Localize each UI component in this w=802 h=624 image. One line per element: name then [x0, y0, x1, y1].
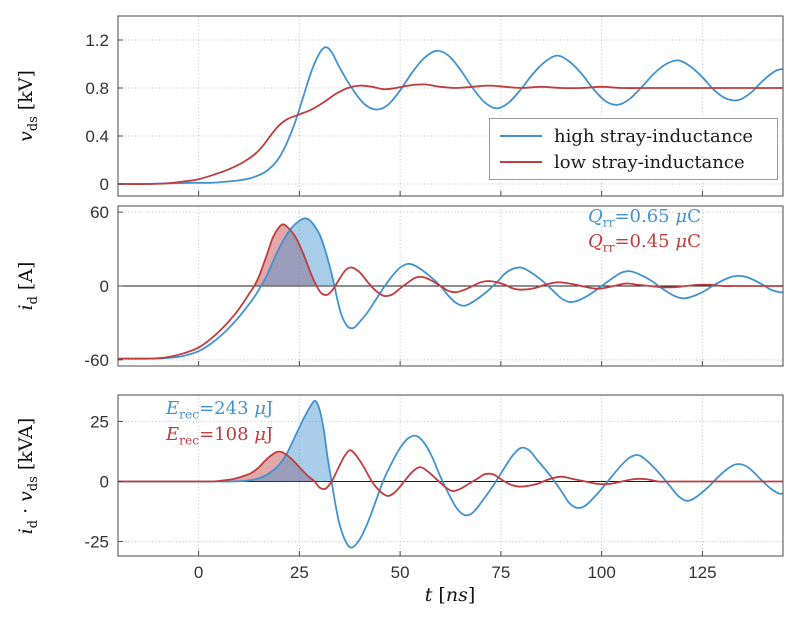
- y-tick-label: -60: [84, 351, 109, 370]
- label-part: rr: [602, 240, 615, 255]
- series-low-stray-inductance: [118, 83, 783, 185]
- label-part: ns: [445, 584, 468, 606]
- label-part: v: [15, 491, 38, 502]
- axes-box: [117, 394, 784, 557]
- label-part: μ: [675, 231, 688, 252]
- label-part: J: [265, 398, 274, 419]
- x-tick-label: 25: [290, 563, 309, 582]
- label-part: μ: [675, 206, 688, 227]
- legend: high stray-inductance low stray-inductan…: [489, 118, 778, 180]
- legend-item-high-stray-inductance: high stray-inductance: [500, 126, 767, 147]
- label-part: =243: [199, 398, 255, 419]
- x-tick-label: 50: [391, 563, 410, 582]
- legend-line-blue-icon: [500, 135, 542, 137]
- x-axis-label: t [ns]: [425, 584, 476, 606]
- series-high-stray-inductance: [118, 46, 783, 185]
- label-part: rec: [179, 407, 200, 422]
- y-axis-label-power: id · vds [kVA]: [15, 418, 41, 535]
- series-id-low-stray-inductance: [118, 223, 783, 360]
- y-tick-label: 0: [100, 277, 109, 296]
- x-tick-label: 100: [587, 563, 615, 582]
- label-part: v: [15, 131, 38, 142]
- series-power-low-stray-inductance: [118, 449, 783, 497]
- label-part: t: [424, 584, 433, 606]
- label-part: ]: [467, 584, 476, 606]
- label-part: J: [265, 424, 274, 445]
- legend-line-red-icon: [500, 161, 542, 163]
- label-part: Q: [588, 206, 603, 227]
- annotation-qrr-low: Qrr=0.45 μC: [588, 231, 701, 255]
- legend-label: low stray-inductance: [554, 151, 745, 173]
- label-part: i: [15, 304, 38, 311]
- legend-item-low-stray-inductance: low stray-inductance: [500, 152, 767, 173]
- y-tick-label: 0.8: [85, 79, 109, 98]
- label-part: rr: [602, 215, 615, 230]
- axes-box: [117, 15, 784, 197]
- label-part: μ: [254, 424, 266, 445]
- label-part: =0.65: [614, 206, 676, 227]
- label-part: d: [25, 519, 41, 529]
- shaded-area-blue: [238, 400, 332, 482]
- y-axis-label-id: id [A]: [15, 262, 41, 311]
- label-part: i: [15, 528, 38, 535]
- shaded-area-blue: [261, 218, 335, 286]
- annotation-erec-low: Erec=108 μJ: [166, 424, 273, 448]
- label-part: =0.45: [614, 231, 676, 252]
- label-part: =108: [199, 424, 255, 445]
- x-tick-label: 75: [491, 563, 510, 582]
- y-tick-label: 60: [90, 203, 109, 222]
- label-part: C: [687, 231, 701, 252]
- annotation-erec-high: Erec=243 μJ: [166, 398, 273, 422]
- y-tick-label: 0.4: [85, 127, 109, 146]
- y-tick-label: -25: [84, 533, 109, 552]
- label-part: d: [25, 296, 41, 305]
- label-part: E: [166, 398, 180, 419]
- label-part: ·: [15, 501, 38, 520]
- panel-id: -60 0 60: [84, 203, 784, 370]
- panel-power: -25 0 25: [84, 394, 784, 557]
- label-part: [kV]: [15, 70, 38, 117]
- label-part: ds: [25, 476, 41, 492]
- x-tick-label: 125: [688, 563, 716, 582]
- y-axis-label-vds: vds [kV]: [15, 70, 41, 142]
- y-tick-label: 25: [90, 412, 109, 431]
- label-part: E: [166, 424, 180, 445]
- annotation-qrr-high: Qrr=0.65 μC: [588, 206, 701, 230]
- label-part: ds: [25, 116, 41, 132]
- label-part: C: [687, 206, 701, 227]
- x-tick-label: 0: [194, 563, 203, 582]
- legend-label: high stray-inductance: [554, 125, 754, 147]
- label-part: [: [432, 584, 446, 606]
- y-tick-label: 1.2: [85, 31, 109, 50]
- series-power-high-stray-inductance: [118, 399, 783, 549]
- y-tick-label: 0: [100, 175, 109, 194]
- label-part: μ: [254, 398, 266, 419]
- label-part: [kVA]: [15, 417, 38, 477]
- y-tick-label: 0: [100, 473, 109, 492]
- label-part: rec: [179, 433, 200, 448]
- label-part: [A]: [15, 261, 38, 297]
- label-part: Q: [588, 231, 603, 252]
- series-id-high-stray-inductance: [118, 217, 783, 360]
